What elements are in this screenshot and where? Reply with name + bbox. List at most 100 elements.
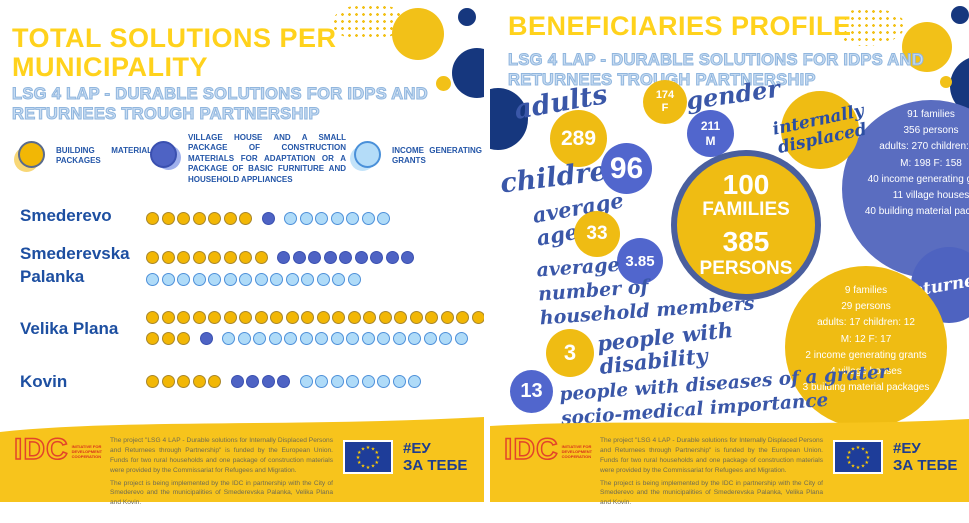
solution-dot-income — [239, 273, 252, 286]
solution-dot-income — [439, 332, 452, 345]
svg-text:★: ★ — [847, 460, 852, 466]
svg-text:★: ★ — [366, 445, 371, 451]
solution-dot-building — [146, 311, 159, 324]
stat-line: 3 building material packages — [802, 382, 930, 394]
idc-logo-subtext: INITIATIVE FOR DEVELOPMENT COOPERATION — [561, 444, 593, 460]
solution-dot-income — [285, 273, 299, 286]
page-title: TOTAL SOLUTIONS PER MUNICIPALITY — [12, 23, 337, 82]
solution-dot-village — [323, 251, 337, 264]
eu-hashtag: #ЕУ ЗА ТЕБЕ — [403, 440, 468, 475]
svg-text:★: ★ — [374, 450, 379, 456]
stat-line: 4 village houses — [830, 365, 902, 377]
legend-income-grants-label: INCOME GENERATING GRANTS — [392, 146, 482, 166]
solution-dot-village — [292, 251, 306, 264]
solution-dot-village — [261, 375, 275, 388]
solution-dot-income — [301, 273, 314, 286]
persons-word: PERSONS — [699, 258, 793, 280]
solution-dot-income — [377, 332, 390, 345]
idc-logo-text: IDC — [503, 433, 559, 466]
svg-text:★: ★ — [856, 445, 861, 451]
household-value-circle: 3.85 — [617, 238, 663, 284]
stat-line: adults: 270 children: 85 — [879, 141, 969, 153]
stat-line: 29 persons — [841, 301, 891, 313]
idc-logo-subtext: INITIATIVE FOR DEVELOPMENT COOPERATION — [71, 444, 103, 460]
legend-building-material-label: BUILDING MATERIAL PACKAGES — [56, 146, 152, 166]
legend-building-material-icon — [18, 141, 45, 168]
dot-row-velika-plana-1 — [146, 311, 484, 325]
solution-dot-building — [177, 311, 190, 324]
idc-logo-text: IDC — [13, 433, 69, 466]
solution-dot-building — [223, 311, 237, 324]
footer-band — [490, 414, 969, 510]
solution-dot-village — [339, 251, 352, 264]
solution-dot-building — [254, 311, 268, 324]
footer-paragraph-2: The project is being implemented by the … — [600, 479, 823, 507]
solution-dot-income — [253, 332, 266, 345]
svg-text:★: ★ — [371, 446, 376, 452]
stat-line: 11 village houses — [892, 189, 969, 201]
solution-dot-income — [377, 375, 390, 388]
svg-text:★: ★ — [851, 446, 856, 452]
stat-line: adults: 17 children: 12 — [817, 317, 915, 329]
solution-dot-village — [261, 212, 275, 225]
svg-text:★: ★ — [357, 450, 362, 456]
solution-dot-building — [378, 311, 392, 324]
solution-dot-income — [392, 375, 406, 388]
solution-dot-building — [270, 311, 283, 324]
svg-text:★: ★ — [861, 464, 866, 470]
female-count-circle: 174 F — [643, 80, 687, 124]
footer-band — [0, 414, 484, 510]
idc-logo: IDC INITIATIVE FOR DEVELOPMENT COOPERATI… — [13, 433, 103, 508]
dot-row-smederevska-palanka-2 — [146, 273, 363, 287]
solution-dot-building — [161, 311, 175, 324]
stat-line: 40 income generating grants — [867, 173, 969, 185]
svg-text:★: ★ — [376, 455, 381, 461]
decorative-yellow-circle — [902, 22, 952, 72]
solution-dot-income — [347, 273, 361, 286]
footer-text: The project "LSG 4 LAP - Durable solutio… — [110, 436, 333, 508]
female-letter: F — [661, 102, 669, 114]
solution-dot-income — [316, 273, 330, 286]
children-value-circle: 96 — [601, 143, 652, 194]
decorative-yellow-circle — [392, 8, 444, 60]
average-age-circle: 33 — [574, 211, 620, 257]
solution-dot-building — [177, 332, 190, 345]
stat-line: M: 198 F: 158 — [900, 157, 962, 169]
solution-dot-income — [330, 375, 344, 388]
solution-dot-income — [361, 332, 375, 345]
svg-text:★: ★ — [356, 455, 361, 461]
dot-row-smederevska-palanka-1 — [146, 251, 417, 265]
solution-dot-income — [330, 212, 344, 225]
solution-dot-income — [299, 375, 313, 388]
solution-dot-income — [315, 212, 328, 225]
solution-dot-building — [208, 251, 221, 264]
page-title: BENEFICIARIES PROFILE — [508, 11, 852, 41]
solution-dot-village — [277, 375, 290, 388]
solution-dot-building — [239, 212, 252, 225]
solution-dot-income — [423, 332, 437, 345]
solution-dot-income — [454, 332, 468, 345]
solution-dot-building — [456, 311, 469, 324]
solution-dot-village — [199, 332, 213, 345]
solution-dot-village — [401, 251, 414, 264]
solution-dot-income — [284, 332, 297, 345]
municipality-label-velika-plana: Velika Plana — [20, 319, 119, 338]
svg-text:★: ★ — [847, 450, 852, 456]
solution-dot-income — [377, 212, 390, 225]
solution-dot-income — [346, 375, 359, 388]
solution-dot-income — [222, 332, 235, 345]
solution-dot-building — [208, 212, 221, 225]
solution-dot-village — [277, 251, 290, 264]
footer: IDC INITIATIVE FOR DEVELOPMENT COOPERATI… — [13, 433, 469, 508]
svg-text:★: ★ — [366, 465, 371, 471]
solution-dot-income — [361, 212, 375, 225]
male-letter: M — [705, 133, 716, 148]
solution-dot-income — [254, 273, 268, 286]
solution-dot-income — [299, 212, 313, 225]
dot-row-smederevo — [146, 212, 393, 226]
solution-dot-village — [385, 251, 399, 264]
svg-text:★: ★ — [371, 464, 376, 470]
solution-dot-building — [146, 375, 159, 388]
municipality-label-kovin: Kovin — [20, 372, 68, 391]
solution-dot-building — [316, 311, 330, 324]
